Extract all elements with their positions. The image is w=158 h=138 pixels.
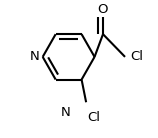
Text: O: O	[98, 3, 108, 16]
Text: Cl: Cl	[87, 111, 100, 124]
Text: N: N	[61, 106, 70, 119]
Text: N: N	[30, 50, 40, 63]
Text: Cl: Cl	[130, 50, 143, 63]
